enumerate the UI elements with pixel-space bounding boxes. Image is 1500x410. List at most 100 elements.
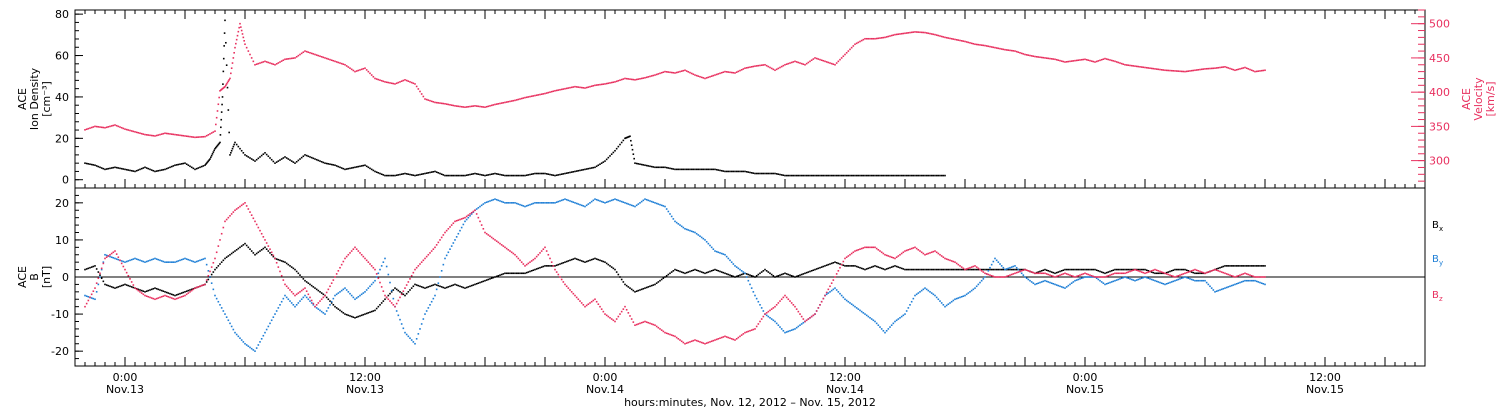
bx-point (1077, 268, 1080, 271)
velocity-point (1255, 70, 1258, 73)
bx-point (255, 252, 258, 255)
bz-point (1130, 270, 1133, 272)
bx-point (207, 278, 210, 281)
by-point (410, 339, 413, 341)
by-point (1154, 279, 1156, 282)
bz-point (822, 297, 825, 300)
by-point (152, 258, 155, 260)
ion-density-point (547, 173, 550, 176)
ion-density-point (675, 168, 678, 171)
velocity-point (415, 85, 418, 88)
by-point (685, 228, 688, 231)
by-point (495, 198, 498, 201)
by-point (694, 231, 696, 234)
bx-point (244, 242, 246, 245)
bz-point (660, 329, 663, 331)
by-point (539, 202, 541, 204)
by-point (739, 268, 741, 271)
by-point (245, 344, 248, 346)
velocity-point (1054, 58, 1056, 61)
by-point (777, 324, 780, 327)
velocity-point (225, 84, 227, 87)
bz-point (352, 248, 355, 250)
by-point (1210, 287, 1213, 289)
velocity-point (562, 88, 565, 90)
velocity-point (735, 71, 738, 73)
velocity-point (394, 83, 396, 85)
bx-point (454, 283, 456, 286)
velocity-point (622, 78, 625, 80)
velocity-point (700, 76, 703, 79)
bz-point (1129, 270, 1131, 273)
by-point (875, 322, 878, 325)
bx-point (180, 292, 183, 294)
bx-point (494, 276, 496, 278)
by-point (877, 324, 880, 327)
velocity-point (567, 87, 570, 89)
ion-density-point (206, 161, 209, 163)
bx-point (247, 246, 250, 249)
by-point (929, 291, 931, 293)
bz-point (800, 315, 803, 318)
velocity-point (1100, 58, 1103, 61)
velocity-point (959, 39, 961, 42)
bz-point (527, 262, 530, 265)
ion-density-point (922, 174, 925, 177)
bz-point (1210, 270, 1213, 272)
ion-density-point (742, 170, 745, 173)
bx-point (534, 268, 536, 271)
by-point (1129, 278, 1131, 280)
by-point (1184, 276, 1186, 278)
bx-point (740, 273, 743, 276)
bz-point (1115, 272, 1118, 275)
velocity-point (367, 70, 370, 73)
bz-point (994, 276, 996, 278)
bz-point (427, 253, 430, 256)
bz-point (415, 266, 418, 269)
velocity-point (1035, 55, 1038, 58)
ion-density-point (362, 164, 365, 167)
bz-point (1194, 268, 1196, 271)
by-point (550, 202, 553, 204)
bz-point (752, 328, 755, 331)
velocity-point (245, 46, 248, 49)
ion-density-point (419, 173, 421, 176)
bx-point (184, 291, 186, 293)
bx-point (414, 283, 416, 286)
velocity-point (169, 133, 171, 135)
bz-point (377, 277, 380, 280)
by-point (734, 265, 736, 267)
velocity-point (425, 98, 428, 101)
by-point (639, 202, 641, 204)
velocity-point (767, 65, 770, 68)
by-point (239, 337, 241, 339)
velocity-point (312, 53, 315, 55)
bz-point (340, 263, 343, 266)
bx-point (647, 286, 650, 288)
bx-point (87, 267, 90, 270)
bx-point (464, 287, 466, 289)
by-point (500, 200, 503, 203)
velocity-point (849, 48, 851, 51)
ion-density-point (434, 170, 436, 173)
ion-density-point (372, 169, 375, 172)
bx-point (1187, 270, 1190, 272)
ion-density-point (90, 163, 93, 166)
by-point (222, 310, 225, 312)
bx-point (229, 253, 231, 256)
bx-point (169, 292, 171, 295)
bottom-ylabel: ACE B [nT] (16, 266, 53, 288)
bz-point (577, 298, 580, 301)
bx-point (394, 287, 396, 289)
bx-point (415, 284, 418, 286)
velocity-point (552, 90, 555, 93)
by-point (640, 200, 643, 203)
by-point (219, 304, 221, 306)
bx-point (872, 265, 875, 268)
bx-point (774, 276, 776, 278)
velocity-point (1217, 66, 1220, 69)
velocity-point (422, 95, 425, 98)
bz-point (915, 247, 918, 250)
ion-density-point (760, 172, 763, 175)
bz-point (159, 296, 161, 299)
